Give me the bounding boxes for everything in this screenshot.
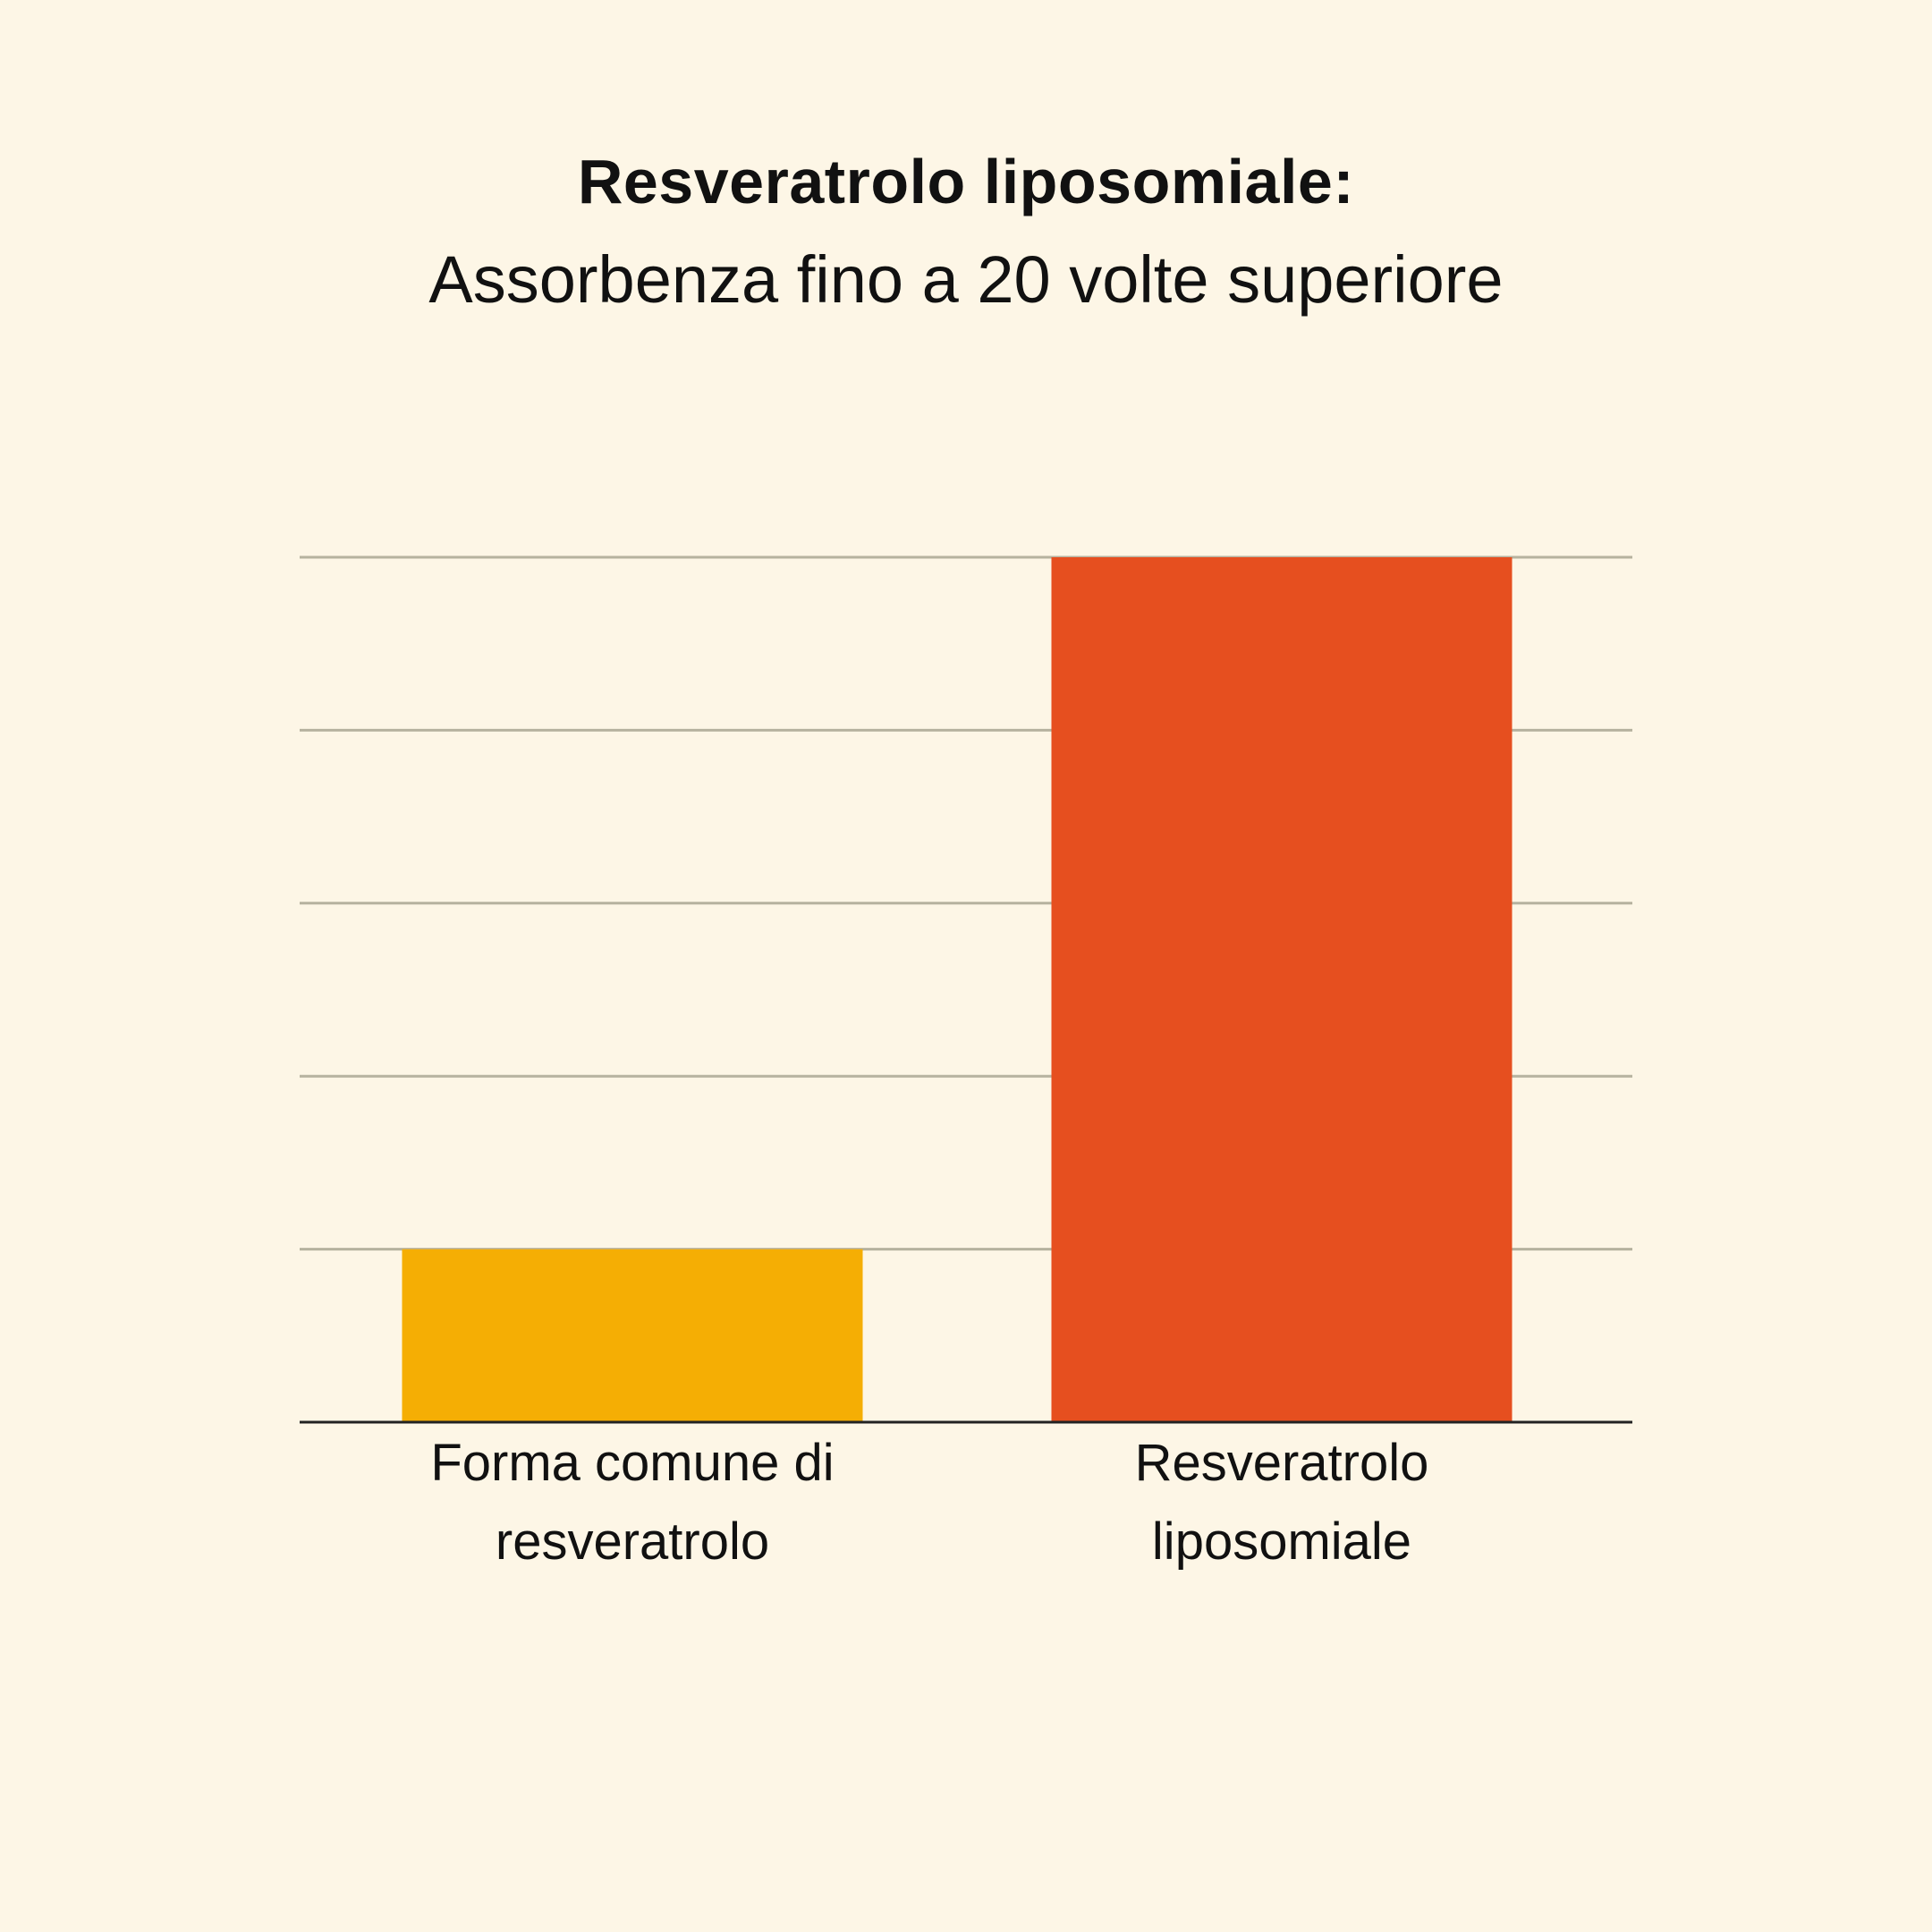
bar-liposomial [1051, 557, 1513, 1422]
chart-subtitle: Assorbenza fino a 20 volte superiore [428, 242, 1504, 317]
bar-common-form [402, 1249, 863, 1422]
chart-title: Resveratrolo liposomiale: [577, 147, 1355, 216]
category-label-common-form: Forma comune di resveratrolo [430, 1434, 835, 1571]
category-label-liposomial: Resveratrolo liposomiale [1134, 1434, 1429, 1571]
